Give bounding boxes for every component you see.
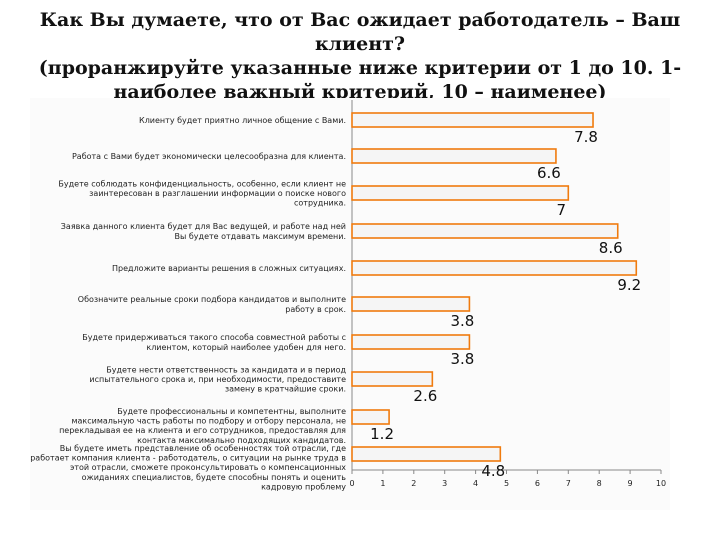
- bar: [351, 148, 557, 164]
- x-tick-label: 6: [535, 479, 540, 488]
- x-tick-label: 1: [380, 479, 385, 488]
- category-label: максимальную часть работы по подбору и о…: [71, 417, 346, 426]
- plot-area: [30, 98, 670, 510]
- bar: [351, 260, 638, 276]
- x-tick-label: 0: [349, 479, 354, 488]
- category-label: этой отрасли, сможете проконсультировать…: [70, 463, 346, 472]
- category-label: контакта максимально подходящих кандидат…: [137, 436, 346, 445]
- category-label: Работа с Вами будет экономически целесоо…: [72, 152, 346, 161]
- category-label: Будете соблюдать конфиденциальность, осо…: [58, 179, 346, 188]
- x-tick-label: 5: [504, 479, 509, 488]
- category-label: Обозначите реальные сроки подбора кандид…: [78, 295, 346, 304]
- data-label: 3.8: [450, 312, 474, 330]
- bar: [351, 334, 471, 350]
- x-tick-label: 10: [656, 479, 666, 488]
- x-tick-label: 4: [473, 479, 478, 488]
- data-label: 8.6: [599, 239, 623, 257]
- bar: [351, 223, 619, 239]
- data-label: 1.2: [370, 425, 394, 443]
- x-tick-label: 8: [597, 479, 602, 488]
- category-label: Будете нести ответственность за кандидат…: [106, 365, 346, 374]
- data-label: 6.6: [537, 164, 561, 182]
- category-label: Предложите варианты решения в сложных си…: [112, 264, 346, 273]
- category-label: перекладывая ее на клиента и его сотрудн…: [59, 426, 346, 435]
- data-label: 4.8: [481, 462, 505, 480]
- category-label: испытательного срока и, при необходимост…: [89, 375, 346, 384]
- bar: [351, 185, 570, 201]
- data-label: 2.6: [413, 387, 437, 405]
- x-tick-label: 2: [411, 479, 416, 488]
- category-label: Заявка данного клиента будет для Вас вед…: [61, 222, 346, 231]
- category-label: заинтересован в разглашении информации о…: [89, 189, 346, 198]
- category-label: клиентом, который наиболее удобен для не…: [146, 343, 346, 352]
- category-label: замену в кратчайшие сроки.: [225, 385, 346, 394]
- bar: [351, 112, 594, 128]
- category-label: Вы будете отдавать максимум времени.: [175, 232, 346, 241]
- category-label: Будете придерживаться такого способа сов…: [82, 333, 346, 342]
- data-label: 9.2: [617, 276, 641, 294]
- bar: [351, 296, 471, 312]
- category-label: ожиданиях специалистов, будете способны …: [82, 473, 347, 482]
- category-label: Будете профессиональны и компетентны, вы…: [117, 407, 346, 416]
- data-label: 7.8: [574, 128, 598, 146]
- bar: [351, 371, 434, 387]
- x-tick-label: 9: [628, 479, 633, 488]
- category-label: Вы будете иметь представление об особенн…: [60, 444, 346, 453]
- category-label: сотрудника.: [294, 199, 346, 208]
- bar: [351, 409, 390, 425]
- category-label: работу в срок.: [285, 305, 346, 314]
- data-label: 3.8: [450, 350, 474, 368]
- x-tick-label: 3: [442, 479, 447, 488]
- data-label: 7: [557, 201, 567, 219]
- chart-title: Как Вы думаете, что от Вас ожидает работ…: [38, 9, 682, 103]
- bar: [351, 446, 502, 462]
- category-label: кадровую проблему: [261, 482, 346, 491]
- x-tick-label: 7: [566, 479, 571, 488]
- category-label: Клиенту будет приятно личное общение с В…: [139, 116, 346, 125]
- category-label: работает компания клиента - работодатель…: [30, 454, 346, 463]
